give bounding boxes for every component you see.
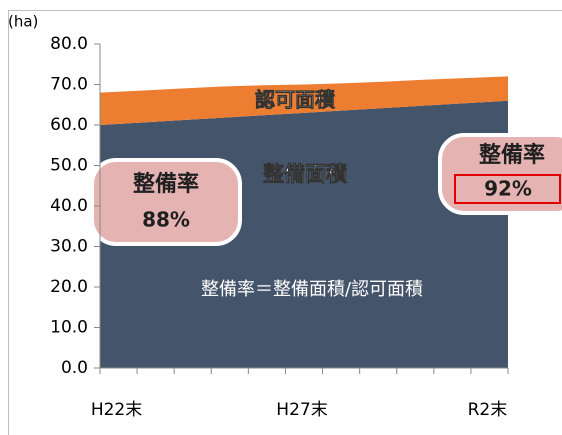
callout-title: 整備率 xyxy=(479,142,545,168)
callout-value: 92% xyxy=(484,177,532,201)
highlight-box xyxy=(454,174,561,204)
formula: 整備率＝整備面積/認可面積 xyxy=(201,279,423,300)
series-label: 整備面積 xyxy=(263,162,348,186)
y-tick-label: 30.0 xyxy=(50,237,88,257)
y-tick-label: 60.0 xyxy=(50,115,88,135)
callout xyxy=(90,158,242,246)
y-tick-label: 50.0 xyxy=(50,156,88,176)
series-label: 認可面積 xyxy=(255,88,336,112)
frame xyxy=(8,10,562,435)
area xyxy=(100,76,508,125)
y-tick-label: 40.0 xyxy=(50,196,88,216)
y-tick-label: 80.0 xyxy=(50,34,88,54)
y-tick-label: 70.0 xyxy=(50,75,88,95)
y-tick-label: 10.0 xyxy=(50,318,88,338)
x-tick-label: H27末 xyxy=(276,400,327,420)
callout-value: 88% xyxy=(142,208,190,232)
y-tick-label: 0.0 xyxy=(61,358,88,378)
x-tick-label: R2末 xyxy=(468,400,508,420)
x-tick-label: H22末 xyxy=(91,400,142,420)
unit-label: (ha) xyxy=(8,13,38,31)
callout-title: 整備率 xyxy=(133,171,199,197)
y-tick-label: 20.0 xyxy=(50,277,88,297)
